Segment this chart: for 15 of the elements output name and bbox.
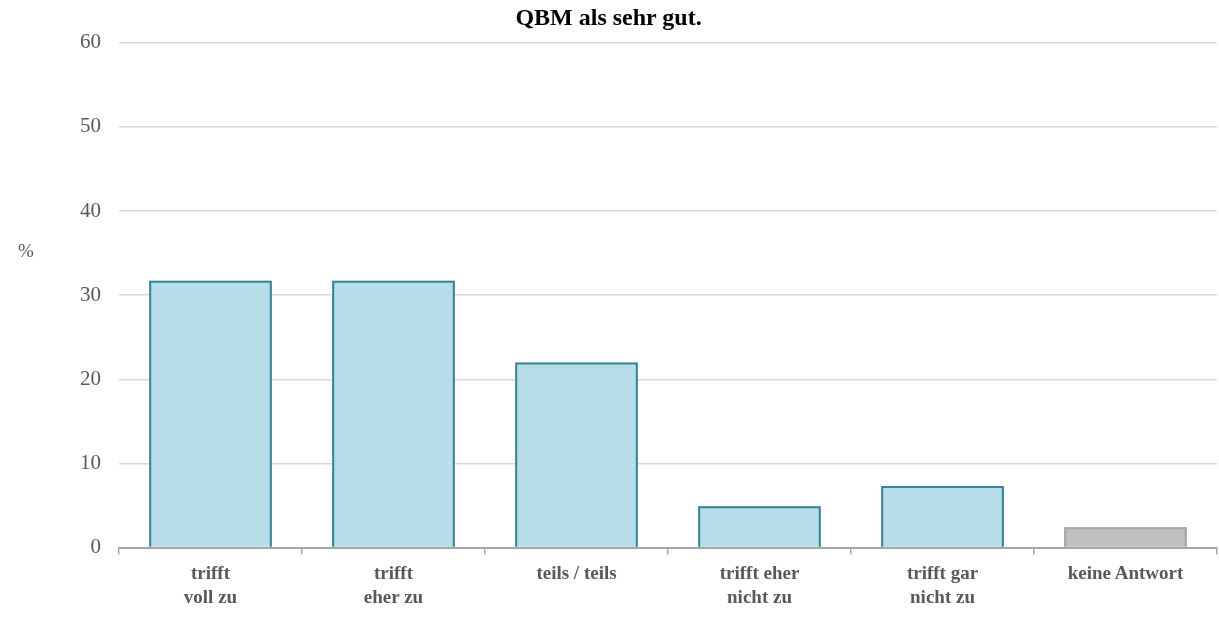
chart-title: QBM als sehr gut. <box>515 3 702 30</box>
y-tick-label: 50 <box>80 113 101 138</box>
x-tick-label: trifft voll zu <box>183 562 238 608</box>
y-tick-label: 10 <box>80 449 101 474</box>
x-tick-label: trifft eher nicht zu <box>719 562 800 608</box>
x-tick-label: trifft gar nicht zu <box>906 562 979 608</box>
y-axis-title: % <box>18 240 35 262</box>
y-tick-label: 20 <box>80 365 101 390</box>
y-tick-label: 40 <box>80 197 101 222</box>
y-tick-label: 0 <box>90 534 101 559</box>
x-tick-label: teils / teils <box>536 562 617 584</box>
y-tick-label: 30 <box>80 281 101 306</box>
x-tick-label: keine Antwort <box>1067 562 1184 584</box>
x-tick-label: trifft eher zu <box>363 562 424 608</box>
y-tick-label: 60 <box>80 29 101 54</box>
